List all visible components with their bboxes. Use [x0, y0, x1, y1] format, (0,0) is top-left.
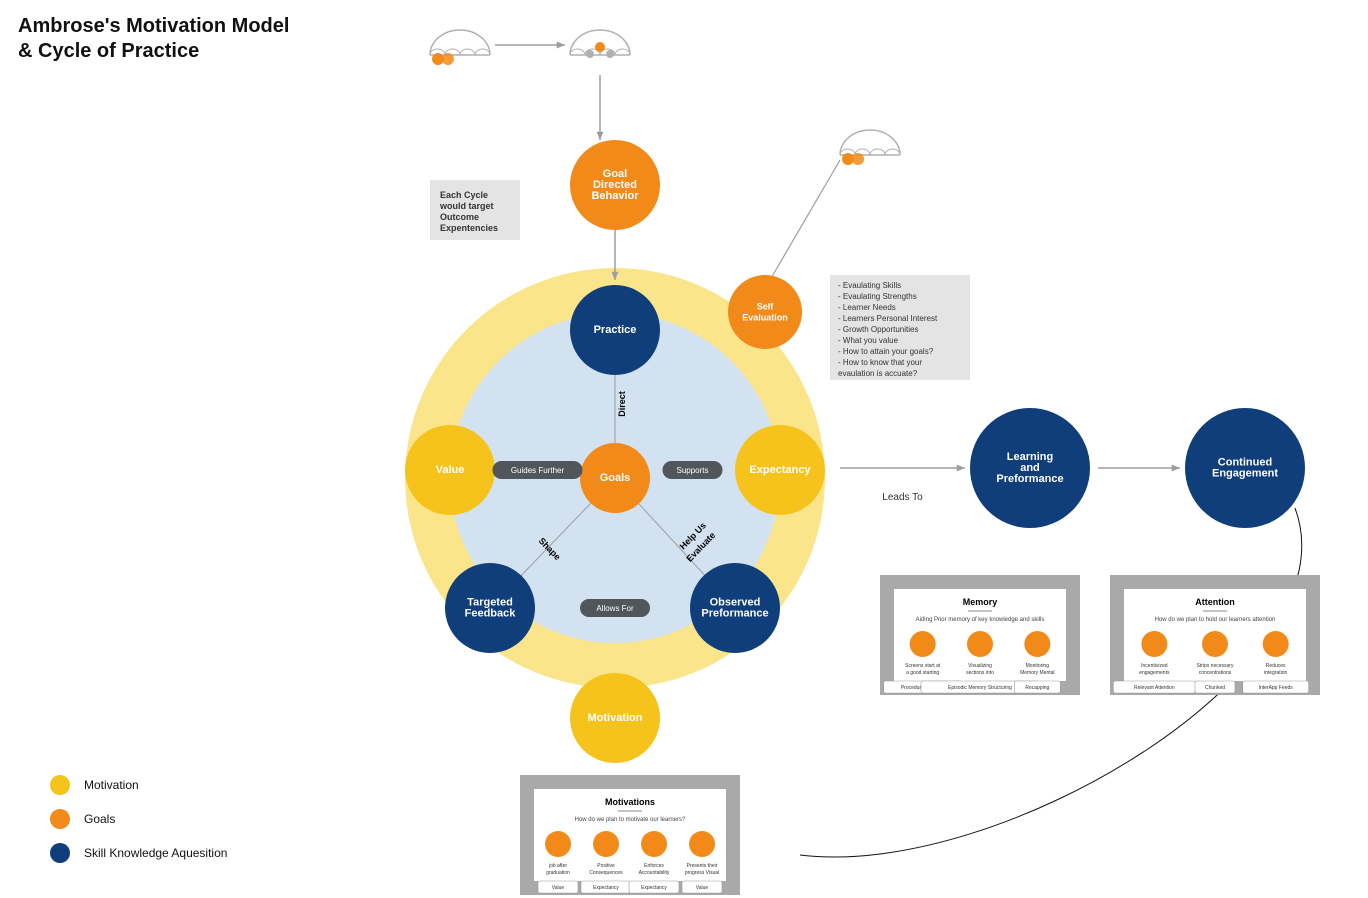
svg-text:Consequences: Consequences	[589, 870, 623, 876]
svg-text:Attention: Attention	[1195, 597, 1235, 607]
svg-text:sections into: sections into	[966, 670, 994, 676]
svg-text:- How to attain your goals?: - How to attain your goals?	[838, 347, 934, 356]
svg-text:Outcome: Outcome	[440, 212, 479, 222]
svg-text:Presents their: Presents their	[687, 863, 718, 869]
card-item-icon	[1263, 631, 1289, 657]
svg-text:Aiding Prior memory of key kno: Aiding Prior memory of key knowledge and…	[916, 617, 1045, 623]
card-item-icon	[1024, 631, 1050, 657]
svg-text:Each Cycle: Each Cycle	[440, 190, 488, 200]
svg-text:Goals: Goals	[600, 472, 631, 484]
svg-text:Engagement: Engagement	[1212, 468, 1278, 480]
svg-text:Motivation: Motivation	[588, 712, 643, 724]
svg-text:would target: would target	[439, 201, 494, 211]
svg-text:- Learners Personal Interest: - Learners Personal Interest	[838, 314, 938, 323]
svg-text:Allows For: Allows For	[596, 604, 634, 613]
svg-text:Chunked: Chunked	[1205, 685, 1225, 691]
svg-text:Monitoring: Monitoring	[1026, 663, 1050, 669]
svg-text:concentrations: concentrations	[1199, 670, 1232, 676]
svg-text:job after: job after	[548, 863, 567, 869]
svg-text:How do we plan to motivate our: How do we plan to motivate our learners?	[575, 817, 686, 823]
svg-text:Behavior: Behavior	[591, 190, 639, 202]
svg-text:Direct: Direct	[617, 391, 627, 417]
svg-text:Value: Value	[552, 885, 565, 891]
svg-text:Motivations: Motivations	[605, 797, 655, 807]
svg-text:evaulation is accuate?: evaulation is accuate?	[838, 369, 918, 378]
svg-text:Preformance: Preformance	[701, 608, 768, 620]
svg-text:- Learner Needs: - Learner Needs	[838, 303, 896, 312]
svg-text:graduation: graduation	[546, 870, 570, 876]
svg-text:integration: integration	[1264, 670, 1288, 676]
svg-text:engagements: engagements	[1139, 670, 1170, 676]
card-item-icon	[967, 631, 993, 657]
svg-text:InterApp Feeds: InterApp Feeds	[1259, 685, 1294, 691]
svg-text:- Evaulating Strengths: - Evaulating Strengths	[838, 292, 917, 301]
card-item-icon	[689, 831, 715, 857]
svg-text:Reduces: Reduces	[1266, 663, 1286, 669]
svg-text:Self: Self	[757, 302, 775, 312]
svg-text:Value: Value	[436, 464, 465, 476]
svg-text:Guides Further: Guides Further	[511, 466, 565, 475]
umbrella-icon	[840, 130, 900, 155]
svg-text:Expectancy: Expectancy	[593, 885, 619, 891]
svg-text:- What you value: - What you value	[838, 336, 899, 345]
card-item-icon	[910, 631, 936, 657]
svg-text:Expectancy: Expectancy	[749, 464, 811, 476]
svg-text:Episodic Memory Structuring: Episodic Memory Structuring	[948, 685, 1012, 691]
svg-text:Recapping: Recapping	[1025, 685, 1049, 691]
umbrella-icon	[430, 30, 490, 55]
svg-text:Accountability: Accountability	[639, 870, 670, 876]
svg-text:- Growth Opportunities: - Growth Opportunities	[838, 325, 918, 334]
svg-text:Incentivized: Incentivized	[1141, 663, 1168, 669]
svg-text:- How to know that your: - How to know that your	[838, 358, 922, 367]
svg-text:Value: Value	[696, 885, 709, 891]
card-item-icon	[1141, 631, 1167, 657]
card-item-icon	[545, 831, 571, 857]
svg-text:Expentencies: Expentencies	[440, 223, 498, 233]
svg-text:How do we plan to hold our lea: How do we plan to hold our learners atte…	[1155, 617, 1276, 623]
svg-text:Preformance: Preformance	[996, 473, 1063, 485]
svg-text:- Evaulating Skills: - Evaulating Skills	[838, 281, 901, 290]
svg-text:Memory Mental: Memory Mental	[1020, 670, 1054, 676]
svg-text:Practice: Practice	[594, 324, 637, 336]
card-item-icon	[593, 831, 619, 857]
svg-text:a good starting: a good starting	[906, 670, 939, 676]
leads-to-label: Leads To	[882, 492, 923, 503]
card-item-icon	[641, 831, 667, 857]
card-item-icon	[1202, 631, 1228, 657]
svg-text:Supports: Supports	[676, 466, 708, 475]
diagram-canvas: Each Cyclewould targetOutcomeExpentencie…	[0, 0, 1368, 898]
svg-text:Expectancy: Expectancy	[641, 885, 667, 891]
svg-text:Enforces: Enforces	[644, 863, 664, 869]
svg-text:Relevant Attention: Relevant Attention	[1134, 685, 1175, 691]
svg-text:Memory: Memory	[963, 597, 998, 607]
svg-text:Strips necessary: Strips necessary	[1197, 663, 1234, 669]
svg-text:Evaluation: Evaluation	[742, 313, 788, 323]
svg-text:Positive: Positive	[597, 863, 615, 869]
svg-text:Screens start at: Screens start at	[905, 663, 941, 669]
svg-text:Feedback: Feedback	[465, 608, 517, 620]
svg-text:Visualizing: Visualizing	[968, 663, 992, 669]
svg-text:progress Visual: progress Visual	[685, 870, 719, 876]
